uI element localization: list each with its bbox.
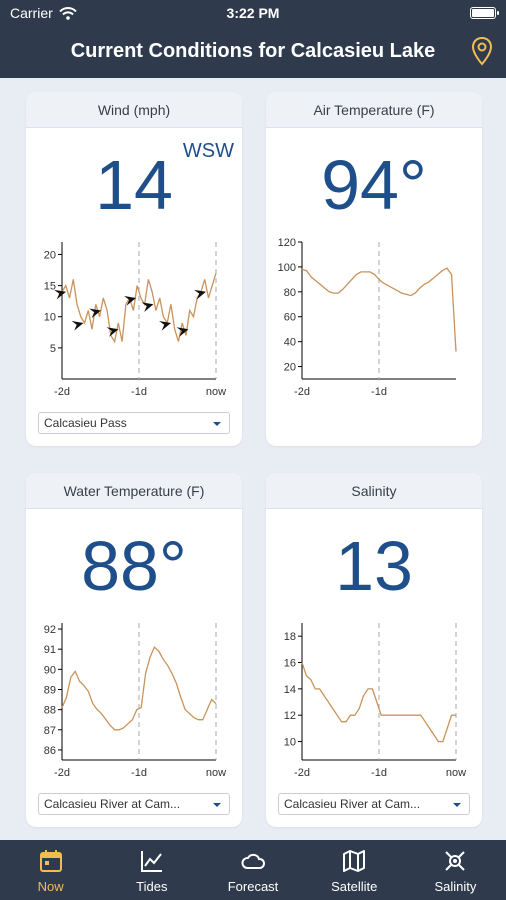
- tab-forecast[interactable]: Forecast: [202, 840, 303, 900]
- wind-arrow-icon: [176, 327, 189, 337]
- y-tick-label: 20: [44, 249, 56, 261]
- x-tick-label: -2d: [54, 386, 70, 398]
- tab-salinity-label: Salinity: [434, 879, 477, 894]
- wind-station-label: Calcasieu Pass: [44, 416, 127, 430]
- y-tick-label: 86: [44, 745, 56, 757]
- x-tick-label: now: [446, 767, 466, 779]
- x-tick-label: -1d: [131, 767, 147, 779]
- tab-tides-label: Tides: [136, 879, 168, 894]
- x-tick-label: -1d: [131, 386, 147, 398]
- salinity-station-select[interactable]: Calcasieu River at Cam...: [278, 793, 470, 815]
- tab-forecast-label: Forecast: [227, 879, 279, 894]
- chart-icon: [140, 851, 162, 872]
- water-station-select[interactable]: Calcasieu River at Cam...: [38, 793, 230, 815]
- tab-satellite-label: Satellite: [331, 879, 378, 894]
- wind-station-select[interactable]: Calcasieu Pass: [38, 412, 230, 434]
- tab-now-label: Now: [37, 879, 64, 894]
- x-tick-label: now: [206, 386, 226, 398]
- status-time: 3:22 PM: [226, 5, 280, 21]
- salinity-icon: [445, 851, 466, 871]
- air-temperature-card[interactable]: Air Temperature (F) 94° 20 40 60 80 100 120 -2…: [266, 92, 482, 446]
- x-tick-label: -1d: [371, 386, 387, 398]
- dropdown-caret-icon: [213, 422, 221, 426]
- wind-card[interactable]: Wind (mph) 14 WSW 5 10 15 20 -2d -1d now Calca…: [26, 92, 242, 446]
- salinity-card[interactable]: Salinity 13 10 12 14 16 18 -2d -1d now Calcasie…: [266, 473, 482, 827]
- y-tick-label: 87: [44, 725, 56, 737]
- y-tick-label: 89: [44, 684, 56, 696]
- water-temperature-value: 88°: [81, 527, 187, 605]
- cloud-icon: [241, 853, 266, 869]
- y-tick-label: 10: [284, 737, 296, 749]
- water-temperature-card[interactable]: Water Temperature (F) 88° 86 87 88 89 90 91 92…: [26, 473, 242, 827]
- wind-arrow-icon: [194, 289, 206, 300]
- y-tick-label: 91: [44, 644, 56, 656]
- carrier-info: Carrier: [10, 5, 77, 21]
- y-tick-label: 100: [278, 262, 296, 274]
- series-line: [61, 272, 217, 344]
- y-tick-label: 15: [44, 281, 56, 293]
- y-tick-label: 16: [284, 658, 296, 670]
- wind-direction: WSW: [182, 140, 234, 162]
- tab-salinity[interactable]: Salinity: [405, 840, 506, 900]
- tab-now[interactable]: Now: [0, 840, 101, 900]
- salinity-chart: 10 12 14 16 18 -2d -1d now: [284, 623, 466, 779]
- dropdown-caret-icon: [453, 803, 461, 807]
- y-tick-label: 80: [284, 287, 296, 299]
- y-tick-label: 14: [284, 684, 296, 696]
- carrier-label: Carrier: [10, 5, 53, 21]
- water-temperature-title: Water Temperature (F): [26, 473, 242, 509]
- salinity-value: 13: [335, 527, 413, 605]
- series-line: [301, 662, 456, 743]
- x-tick-label: -2d: [294, 767, 310, 779]
- wind-arrow-icon: [141, 302, 154, 312]
- tab-bar: Now Tides Forecast Satellite Salinit: [0, 840, 506, 900]
- wind-arrow-icon: [71, 321, 84, 331]
- x-tick-label: -2d: [294, 386, 310, 398]
- x-tick-label: -2d: [54, 767, 70, 779]
- y-tick-label: 90: [44, 664, 56, 676]
- wind-arrow-icon: [159, 321, 171, 331]
- x-tick-label: -1d: [371, 767, 387, 779]
- salinity-station-label: Calcasieu River at Cam...: [284, 797, 421, 811]
- wifi-icon: [59, 6, 77, 20]
- y-tick-label: 5: [50, 343, 56, 355]
- status-bar: Carrier 3:22 PM: [0, 0, 506, 26]
- y-tick-label: 120: [278, 237, 296, 249]
- y-tick-label: 12: [284, 710, 296, 722]
- y-tick-label: 60: [284, 312, 296, 324]
- series-line: [301, 267, 457, 352]
- salinity-title: Salinity: [266, 473, 482, 509]
- page-title: Current Conditions for Calcasieu Lake: [70, 40, 436, 62]
- y-tick-label: 18: [284, 631, 296, 643]
- air-temperature-title: Air Temperature (F): [266, 92, 482, 128]
- x-tick-label: now: [206, 767, 226, 779]
- series-line: [61, 646, 217, 731]
- tab-tides[interactable]: Tides: [101, 840, 202, 900]
- wind-speed-value: 14: [95, 146, 173, 224]
- map-icon: [343, 850, 366, 872]
- wind-arrow-icon: [54, 289, 66, 300]
- y-tick-label: 88: [44, 705, 56, 717]
- y-tick-label: 20: [284, 362, 296, 374]
- air-temperature-chart: 20 40 60 80 100 120 -2d -1d: [278, 237, 457, 398]
- water-station-label: Calcasieu River at Cam...: [44, 797, 181, 811]
- air-temperature-value: 94°: [321, 146, 427, 224]
- y-tick-label: 10: [44, 312, 56, 324]
- wind-arrow-icon: [89, 308, 101, 319]
- wind-arrow-icon: [124, 296, 136, 306]
- wind-chart: 5 10 15 20 -2d -1d now: [44, 242, 226, 398]
- dropdown-caret-icon: [213, 803, 221, 807]
- location-pin-icon[interactable]: [470, 36, 494, 66]
- battery-icon: [470, 7, 499, 19]
- water-temperature-chart: 86 87 88 89 90 91 92 -2d -1d now: [44, 623, 226, 779]
- tab-satellite[interactable]: Satellite: [304, 840, 405, 900]
- y-tick-label: 40: [284, 337, 296, 349]
- wind-arrow-icon: [106, 327, 119, 337]
- y-tick-label: 92: [44, 624, 56, 636]
- wind-card-title: Wind (mph): [26, 92, 242, 128]
- nav-bar: Current Conditions for Calcasieu Lake: [0, 26, 506, 78]
- calendar-icon: [39, 850, 62, 872]
